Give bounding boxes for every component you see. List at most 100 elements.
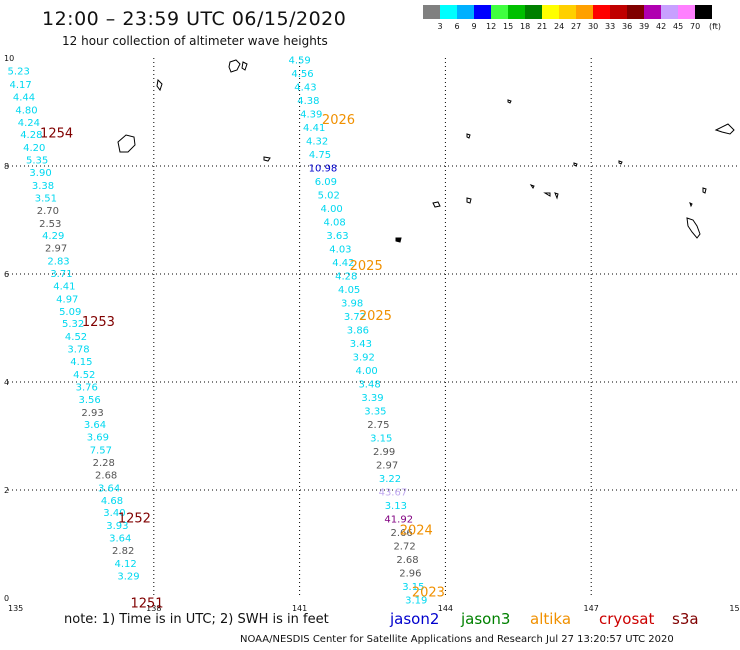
legend-swatch	[593, 5, 610, 19]
swh-value: 2.53	[39, 219, 61, 230]
swh-value: 4.42	[332, 258, 354, 269]
credit-line: NOAA/NESDIS Center for Satellite Applica…	[240, 634, 674, 645]
swh-value: 4.17	[10, 80, 32, 91]
swh-value: 41.92	[384, 515, 413, 526]
pass-time-label: 2025	[350, 259, 383, 274]
lon-tick-label: 147	[584, 604, 599, 613]
graticule	[8, 58, 737, 598]
swh-value: 4.03	[329, 245, 351, 256]
legend-swatch	[542, 5, 559, 19]
swh-value: 3.63	[326, 231, 348, 242]
legend-label: 21	[537, 22, 548, 31]
swh-value: 5.02	[318, 191, 340, 202]
legend-swatch	[525, 5, 542, 19]
swh-value: 3.48	[358, 380, 380, 391]
island-outline	[466, 133, 471, 139]
swh-value: 3.43	[350, 339, 372, 350]
swh-value: 3.19	[405, 596, 427, 607]
island-outline	[395, 237, 402, 243]
legend-label: 30	[588, 22, 599, 31]
lat-tick-label: 2	[4, 486, 9, 495]
coastlines	[117, 59, 735, 243]
swh-value: 4.00	[356, 366, 378, 377]
swh-value: 2.72	[393, 542, 415, 553]
swh-value: 2.70	[37, 206, 59, 217]
pass-time-label: 1251	[130, 596, 163, 611]
legend-label: 24	[554, 22, 565, 31]
island-outline	[228, 59, 248, 73]
pass-time-label: 2025	[359, 309, 392, 324]
swh-value: 4.44	[13, 92, 35, 103]
swh-value: 3.35	[364, 407, 386, 418]
legend-swatch	[491, 5, 508, 19]
swh-value: 3.22	[379, 474, 401, 485]
satellite-jason3: jason3	[461, 610, 511, 628]
legend-label: 15	[503, 22, 514, 31]
legend-swatch	[457, 5, 474, 19]
satellite-jason2: jason2	[390, 610, 440, 628]
lat-tick-label: 6	[4, 270, 9, 279]
swh-value: 2.97	[376, 461, 398, 472]
pass-time-label: 2023	[412, 586, 445, 601]
legend-label: 12	[486, 22, 497, 31]
legend-label: 42	[656, 22, 667, 31]
island-outline	[263, 156, 271, 162]
swh-value: 4.68	[101, 496, 123, 507]
legend-label: 33	[605, 22, 616, 31]
swh-value: 4.29	[42, 231, 64, 242]
pass-time-labels: 1254 1253 1252 1251 2026 2025 2025 2024 2023	[40, 113, 445, 611]
island-outline	[432, 197, 472, 208]
island-outline	[156, 78, 163, 92]
swh-value: 2.82	[112, 546, 134, 557]
swh-value: 2.75	[367, 420, 389, 431]
swh-value: 3.69	[87, 433, 109, 444]
swh-value: 3.40	[103, 508, 125, 519]
swh-value: 3.71	[50, 269, 72, 280]
axis-labels: 135 138 141 144 147 150 10 8 6 4 2 0	[4, 54, 740, 613]
swh-value: 4.12	[114, 559, 136, 570]
island-outline	[714, 123, 735, 135]
swh-value: 5.09	[59, 307, 81, 318]
swh-value: 3.86	[347, 326, 369, 337]
swh-value: 4.41	[303, 123, 325, 134]
legend-swatch	[627, 5, 644, 19]
swh-value: 4.28	[20, 130, 42, 141]
swh-value: 3.64	[84, 420, 106, 431]
island-outline	[507, 99, 512, 104]
swh-value: 3.98	[341, 299, 363, 310]
legend-label: 45	[673, 22, 684, 31]
pass-time-label: 2024	[400, 524, 433, 539]
swh-value: 3.39	[361, 393, 383, 404]
swh-value: 3.64	[98, 483, 120, 494]
swh-value: 4.08	[323, 218, 345, 229]
swh-value: 4.75	[309, 150, 331, 161]
swh-value: 5.32	[62, 319, 84, 330]
swh-value: 2.83	[47, 257, 69, 268]
legend-swatch	[559, 5, 576, 19]
legend-label: 39	[639, 22, 650, 31]
swh-value: 3.38	[32, 181, 54, 192]
island-outline	[117, 134, 136, 153]
swh-value: 4.97	[56, 294, 78, 305]
swh-value: 2.68	[95, 470, 117, 481]
legend-label: 70	[690, 22, 701, 31]
legend-swatch	[474, 5, 491, 19]
swh-value: 3.15	[370, 434, 392, 445]
swh-value: 4.52	[73, 370, 95, 381]
legend-label: 36	[622, 22, 633, 31]
swh-value: 4.52	[65, 332, 87, 343]
swh-value: 2.28	[93, 458, 115, 469]
swh-value: 6.09	[315, 177, 337, 188]
footnote: note: 1) Time is in UTC; 2) SWH is in fe…	[64, 612, 329, 627]
swh-value: 2.66	[391, 528, 413, 539]
swh-value: 4.24	[18, 118, 40, 129]
swh-value: 5.23	[8, 67, 30, 78]
legend-label: 3	[437, 22, 443, 31]
satellite-altika: altika	[530, 610, 572, 628]
legend-unit: (ft)	[709, 22, 722, 31]
legend-swatch	[610, 5, 627, 19]
swh-value: 43.67	[379, 488, 408, 499]
legend-swatch	[695, 5, 712, 19]
swh-value: 3.64	[109, 534, 131, 545]
